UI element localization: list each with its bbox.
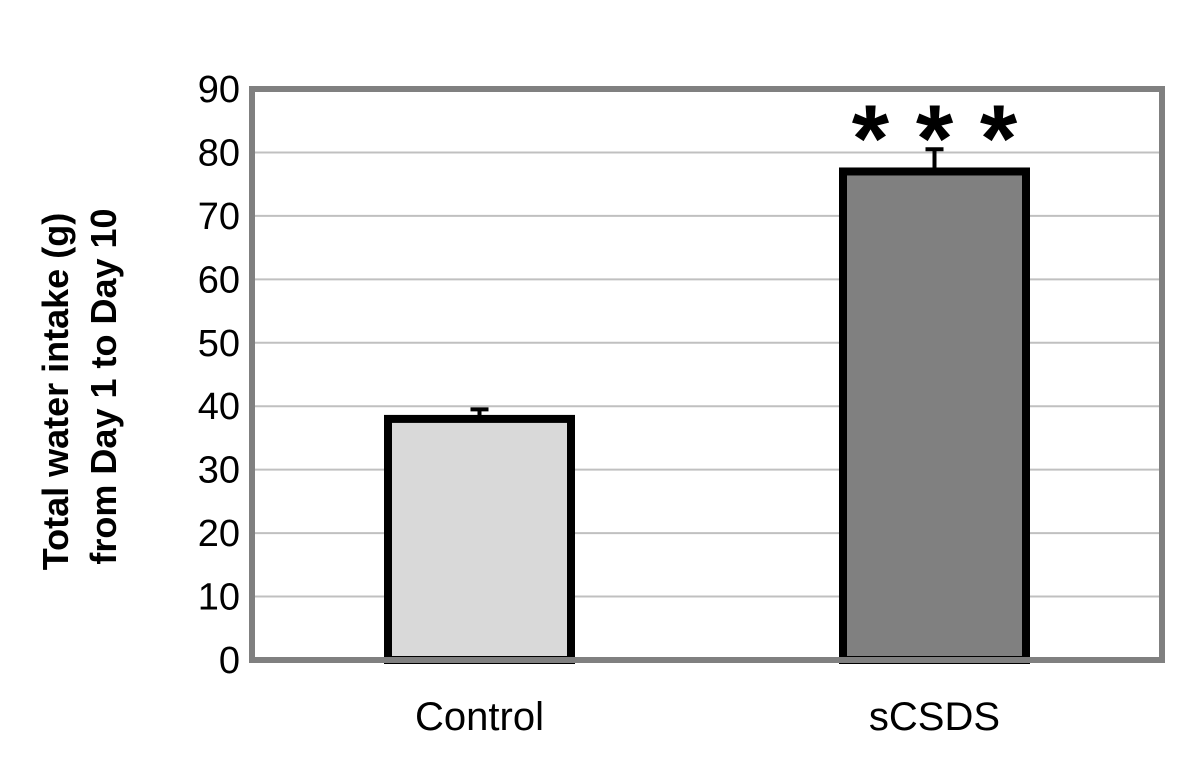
y-tick-label: 70 [198,196,240,238]
significance-marker: * * * [852,85,1018,192]
x-category-label: sCSDS [869,695,1000,739]
y-tick-label: 40 [198,386,240,428]
y-tick-label: 20 [198,513,240,555]
significance-markers: * * * [852,85,1018,192]
y-axis-label-line-2: from Day 1 to Day 10 [83,208,124,564]
y-axis-label: Total water intake (g) from Day 1 to Day… [35,203,124,570]
y-tick-label: 30 [198,450,240,492]
y-tick-label: 50 [198,323,240,365]
x-category-labels: Control sCSDS [415,695,1000,739]
bar-control [384,414,575,664]
y-axis-label-line-1: Total water intake (g) [35,213,76,570]
y-tick-labels: 0 10 20 30 40 50 60 70 80 90 [198,69,240,682]
y-tick-label: 60 [198,259,240,301]
plot-frame [249,86,1165,663]
bars [384,147,1030,664]
y-tick-label: 90 [198,69,240,111]
y-tick-label: 10 [198,577,240,619]
bar-scsds [839,167,1030,664]
y-tick-label: 80 [198,132,240,174]
x-category-label: Control [415,695,544,739]
y-tick-label: 0 [219,640,240,682]
